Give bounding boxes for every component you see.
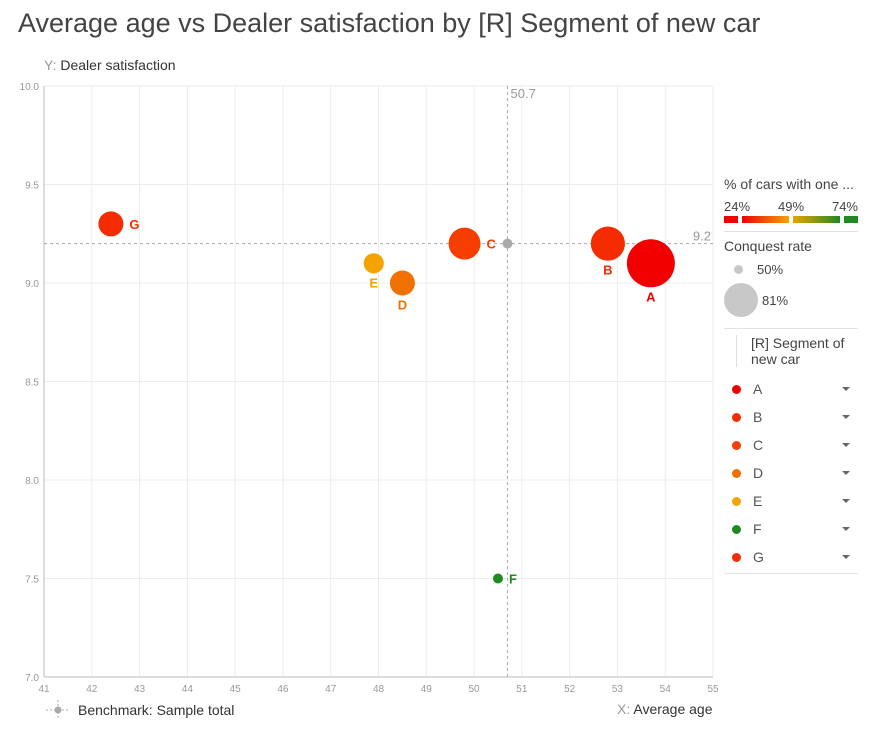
dropdown-caret-icon[interactable] [842, 527, 850, 531]
segment-legend-item[interactable]: C [724, 431, 858, 459]
segment-label: D [753, 465, 764, 481]
y-axis-label[interactable]: Y: Dealer satisfaction [44, 57, 176, 73]
segment-legend-item[interactable]: B [724, 403, 858, 431]
bubble-label: C [486, 237, 496, 252]
bubble-point[interactable] [626, 239, 675, 288]
segment-label: F [753, 521, 762, 537]
bubble-label: E [369, 275, 378, 290]
bubble-point[interactable] [389, 270, 415, 296]
size-max-label: 81% [762, 292, 789, 308]
size-min-label: 50% [757, 261, 784, 277]
size-legend-title: Conquest rate [724, 238, 812, 254]
segment-label: E [753, 493, 763, 509]
x-tick-label: 49 [421, 684, 433, 695]
y-tick-label: 7.5 [25, 575, 39, 586]
y-tick-label: 9.0 [25, 279, 39, 290]
y-tick-label: 8.0 [25, 476, 39, 487]
bubble-label: G [129, 217, 139, 232]
y-axis-text: Dealer satisfaction [60, 57, 176, 73]
color-gradient-bar [724, 216, 858, 223]
color-tick-mid: 49% [777, 199, 805, 214]
segment-label: G [753, 549, 764, 565]
dropdown-caret-icon[interactable] [842, 443, 850, 447]
segment-legend-item[interactable]: A [724, 375, 858, 403]
segment-color-dot [732, 412, 741, 422]
color-legend-title: % of cars with one ... [724, 176, 854, 192]
color-legend-ticks: 24% 49% 74% [724, 199, 858, 214]
segment-color-dot [732, 468, 741, 478]
bubble-label: F [509, 572, 517, 587]
bubble-label: D [398, 297, 407, 312]
benchmark-legend: Benchmark: Sample total [44, 700, 234, 720]
segment-color-dot [732, 496, 741, 506]
bubble-point[interactable] [363, 253, 384, 274]
benchmark-point[interactable] [502, 238, 513, 249]
x-tick-label: 46 [277, 684, 289, 695]
segment-legend-item[interactable]: G [724, 543, 858, 571]
size-legend-max: 81% [724, 280, 858, 320]
segment-color-dot [732, 524, 741, 534]
y-axis-prefix: Y: [44, 57, 57, 73]
bubble-label: A [646, 289, 656, 304]
segment-label: A [753, 381, 763, 397]
chart-title: Average age vs Dealer satisfaction by [R… [18, 8, 761, 38]
segment-color-dot [732, 552, 741, 562]
y-tick-label: 10.0 [20, 82, 40, 93]
x-axis-text: Average age [633, 701, 713, 717]
x-tick-label: 41 [38, 684, 50, 695]
x-tick-label: 50 [469, 684, 481, 695]
x-tick-label: 44 [182, 684, 194, 695]
segment-color-dot [732, 440, 741, 450]
bubble-point[interactable] [98, 211, 124, 237]
dropdown-caret-icon[interactable] [842, 387, 850, 391]
x-axis-label[interactable]: X: Average age [617, 701, 713, 717]
segment-label: C [753, 437, 764, 453]
x-tick-label: 42 [86, 684, 98, 695]
color-tick-low: 24% [724, 199, 751, 214]
segment-color-dot [732, 384, 741, 394]
x-axis-prefix: X: [617, 701, 631, 717]
x-tick-label: 48 [373, 684, 385, 695]
segment-legend-title: [R] Segment of new car [736, 335, 858, 367]
segment-legend-item[interactable]: D [724, 459, 858, 487]
legend-panel: % of cars with one ... 24% 49% 74% Conqu… [724, 176, 858, 580]
segment-legend-item[interactable]: F [724, 515, 858, 543]
bubble-label: B [603, 263, 612, 278]
x-tick-label: 45 [230, 684, 242, 695]
y-tick-label: 8.5 [25, 378, 39, 389]
dropdown-caret-icon[interactable] [842, 555, 850, 559]
x-tick-label: 43 [134, 684, 146, 695]
benchmark-icon [46, 700, 70, 720]
benchmark-label: Benchmark: Sample total [78, 702, 235, 718]
segment-label: B [753, 409, 763, 425]
size-legend-min: 50% [724, 258, 858, 280]
benchmark-x-value: 50.7 [511, 86, 536, 101]
x-tick-label: 54 [660, 684, 672, 695]
bubble-point[interactable] [492, 573, 503, 584]
dropdown-caret-icon[interactable] [842, 471, 850, 475]
dropdown-caret-icon[interactable] [842, 499, 850, 503]
dropdown-caret-icon[interactable] [842, 415, 850, 419]
x-tick-label: 53 [612, 684, 624, 695]
scatter-plot[interactable]: 41 42 43 44 45 46 47 48 49 50 51 52 53 54 55 7.0 7.5 8.0 8… [0, 0, 724, 700]
x-tick-label: 52 [564, 684, 576, 695]
size-min-dot [734, 264, 743, 274]
x-tick-label: 47 [325, 684, 337, 695]
color-tick-high: 74% [831, 199, 858, 214]
segment-legend-item[interactable]: E [724, 487, 858, 515]
benchmark-y-value: 9.2 [693, 229, 711, 244]
x-tick-label: 51 [516, 684, 528, 695]
y-tick-label: 9.5 [25, 181, 39, 192]
size-max-dot [724, 283, 758, 317]
bubble-point[interactable] [590, 226, 625, 261]
x-tick-label: 55 [707, 684, 719, 695]
bubble-point[interactable] [448, 227, 481, 260]
y-tick-label: 7.0 [25, 673, 39, 684]
